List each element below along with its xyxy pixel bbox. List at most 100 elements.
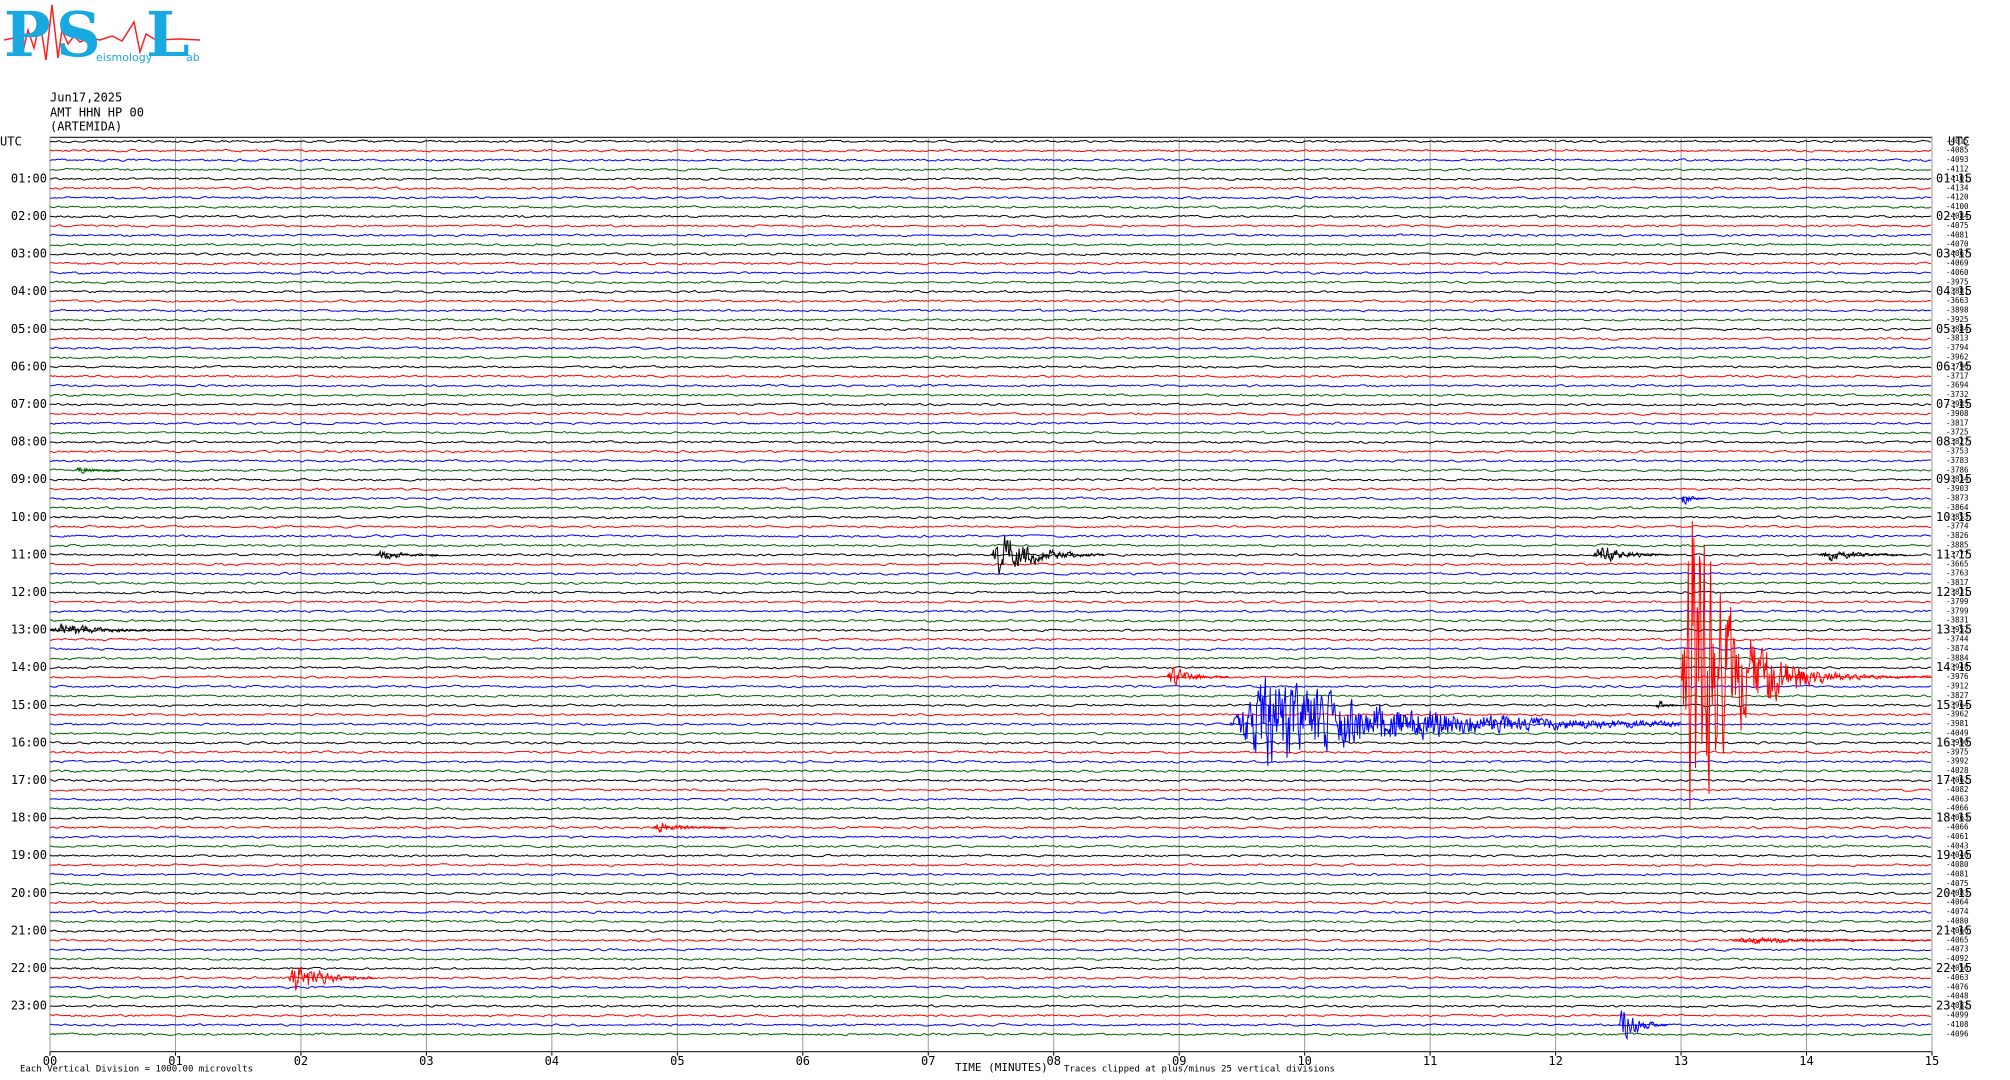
trace-offset: -4060	[1946, 268, 1969, 277]
trace-offset: -3783	[1946, 456, 1969, 465]
trace-offset: -3962	[1946, 353, 1969, 362]
left-time-label: 03:00	[11, 247, 47, 261]
trace	[49, 872, 1932, 877]
seismic-event	[288, 966, 376, 992]
trace-offset: -4062	[1946, 776, 1969, 785]
trace	[49, 487, 1932, 492]
trace	[49, 637, 1932, 642]
scale-note: Each Vertical Division = 1000.00 microvo…	[20, 1065, 253, 1075]
trace	[49, 233, 1932, 238]
trace	[49, 628, 1932, 633]
trace	[49, 722, 1932, 726]
trace-offset: -4048	[1946, 992, 1969, 1001]
trace	[49, 524, 1932, 529]
trace	[49, 966, 1932, 971]
trace	[49, 402, 1932, 407]
trace	[49, 543, 1932, 548]
trace-offset: -4080	[1946, 917, 1969, 926]
trace-offset: -4093	[1946, 155, 1969, 164]
seismic-event	[49, 623, 188, 635]
trace-offset: -4070	[1946, 240, 1969, 249]
seismic-event	[1819, 550, 1907, 562]
x-tick-label: 12	[1548, 1054, 1562, 1068]
trace	[49, 787, 1932, 792]
right-time-label: 23:15	[1936, 999, 1972, 1013]
trace	[49, 759, 1932, 764]
trace-offset: -3948	[1946, 663, 1969, 672]
trace-offset: -4108	[1946, 1020, 1969, 1029]
trace	[49, 731, 1932, 736]
x-tick-label: 13	[1674, 1054, 1688, 1068]
trace	[49, 750, 1932, 755]
trace-offset: -4083	[1946, 888, 1969, 897]
trace-offset: -3964	[1946, 700, 1969, 709]
trace	[49, 139, 1932, 144]
trace	[49, 891, 1932, 896]
trace-offset: -4082	[1946, 785, 1969, 794]
trace-offset: -3853	[1946, 512, 1969, 521]
trace	[49, 881, 1932, 886]
trace-offset: -3799	[1946, 606, 1969, 615]
left-time-label: 23:00	[11, 999, 47, 1013]
trace	[49, 440, 1932, 445]
trace	[49, 938, 1932, 943]
trace	[49, 703, 1932, 708]
trace-offset: -3817	[1946, 418, 1969, 427]
trace	[49, 910, 1932, 915]
left-time-label: 22:00	[11, 961, 47, 975]
trace-offset: -3834	[1946, 475, 1969, 484]
trace-offset: -4065	[1946, 935, 1969, 944]
trace-offset: -3826	[1946, 531, 1969, 540]
trace-offset: -3774	[1946, 522, 1969, 531]
trace-offset: -3884	[1946, 653, 1969, 662]
left-time-label: 01:00	[11, 171, 47, 185]
right-time-label: 14:15	[1936, 660, 1972, 674]
trace	[49, 834, 1932, 839]
trace	[49, 665, 1932, 670]
left-time-label: 13:00	[11, 623, 47, 637]
trace	[49, 421, 1932, 426]
trace-offset: -3817	[1946, 578, 1969, 587]
left-time-label: 06:00	[11, 359, 47, 373]
trace-offset: -3794	[1946, 343, 1969, 352]
trace	[49, 675, 1932, 679]
trace	[49, 167, 1932, 172]
seismic-event	[1229, 677, 1681, 766]
logo-letter: P	[4, 0, 51, 71]
trace	[49, 327, 1932, 332]
trace	[49, 929, 1932, 933]
trace-offset: -3990	[1946, 738, 1969, 747]
left-time-label: 09:00	[11, 472, 47, 486]
x-tick-label: 10	[1297, 1054, 1311, 1068]
trace	[49, 158, 1932, 162]
trace-offset: -4069	[1946, 259, 1969, 268]
trace	[49, 336, 1932, 341]
trace-offset: -3799	[1946, 597, 1969, 606]
seismic-event	[651, 822, 728, 834]
seismic-event	[1617, 1010, 1668, 1041]
trace	[49, 863, 1932, 868]
trace	[49, 844, 1932, 849]
logo-letter: L	[146, 0, 190, 71]
seismic-event	[1680, 495, 1707, 506]
trace-offset: -4081	[1946, 230, 1969, 239]
trace	[49, 947, 1932, 952]
seismic-event	[1655, 699, 1681, 710]
trace	[49, 985, 1932, 990]
logo: P S L eismology ab	[3, 0, 201, 71]
trace	[49, 177, 1932, 181]
left-time-label: 18:00	[11, 811, 47, 825]
x-tick-label: 15	[1925, 1054, 1939, 1068]
seismic-event	[74, 466, 125, 474]
logo-letter: S	[56, 0, 101, 71]
left-time-label: 14:00	[11, 660, 47, 674]
trace	[49, 816, 1932, 821]
trace	[49, 571, 1932, 576]
trace	[49, 458, 1932, 463]
trace	[49, 741, 1932, 745]
trace	[49, 1032, 1932, 1037]
trace-offset: -4063	[1946, 813, 1969, 822]
seismic-event	[375, 549, 439, 560]
right-time-label: 15:15	[1936, 698, 1972, 712]
right-time-label: 02:15	[1936, 209, 1972, 223]
